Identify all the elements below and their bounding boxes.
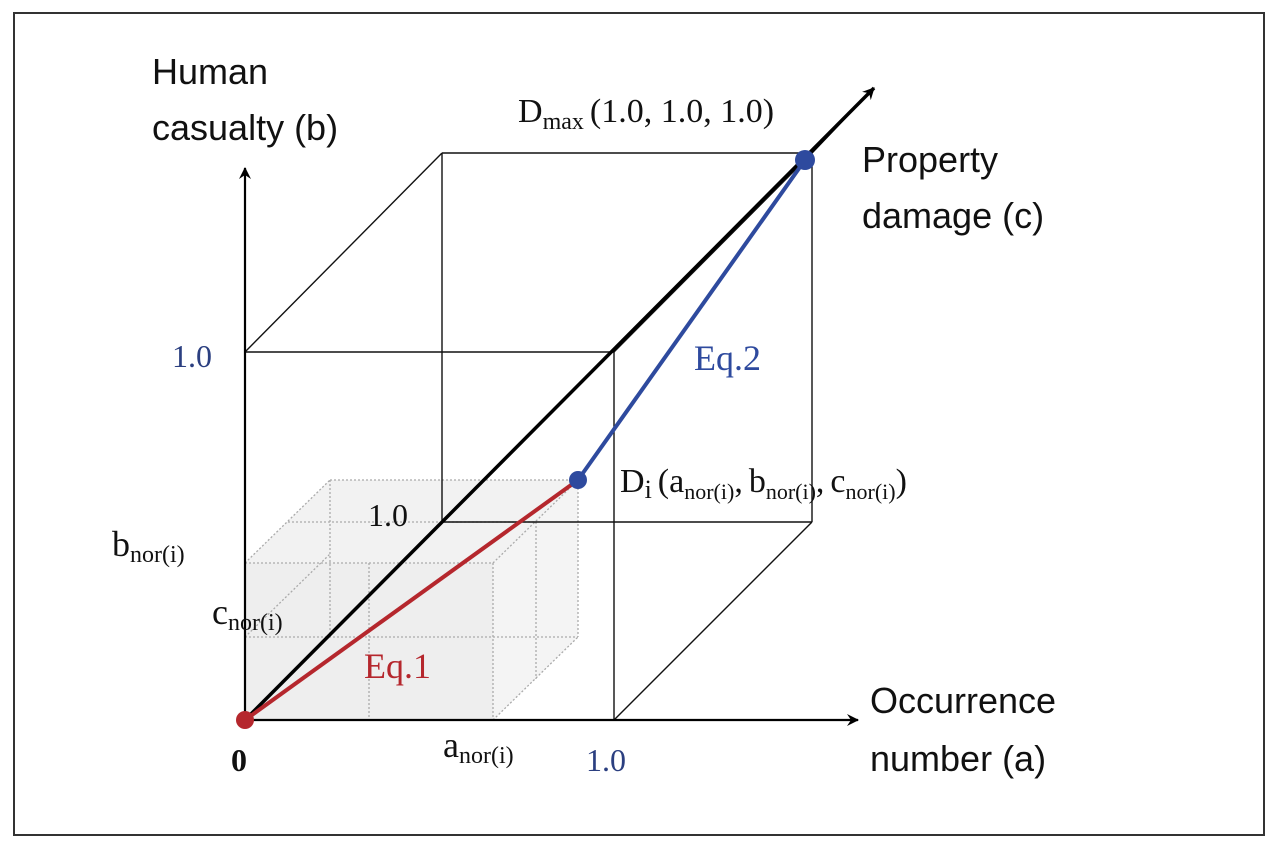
c-axis-arrow xyxy=(811,87,875,154)
eq2-line xyxy=(576,158,807,482)
a-normalized-label: anor(i) xyxy=(443,725,514,769)
a-tick-one: 1.0 xyxy=(586,742,626,778)
c-normalized-label: cnor(i) xyxy=(212,592,283,636)
origin-point xyxy=(236,711,254,729)
c-tick-one: 1.0 xyxy=(368,497,408,533)
a-axis-title-line1: Occurrence xyxy=(870,680,1056,721)
outer-frame xyxy=(13,12,1265,836)
eq2-label: Eq.2 xyxy=(694,338,761,378)
b-tick-one: 1.0 xyxy=(172,338,212,374)
a-axis-title-line2: number (a) xyxy=(870,738,1046,779)
unit-cube xyxy=(244,152,813,721)
eq1-line xyxy=(243,478,580,722)
c-axis-diagonal xyxy=(243,86,876,722)
eq1-label: Eq.1 xyxy=(364,646,431,686)
c-axis-title-line1: Property xyxy=(862,139,998,180)
c-axis-title-line2: damage (c) xyxy=(862,195,1044,236)
b-axis-title-line2: casualty (b) xyxy=(152,107,338,148)
origin-label: 0 xyxy=(231,742,247,778)
di-label: Di (anor(i), bnor(i), cnor(i)) xyxy=(620,463,907,504)
dmax-point xyxy=(795,150,815,170)
b-normalized-label: bnor(i) xyxy=(112,524,185,568)
b-axis-title-line1: Human xyxy=(152,51,268,92)
di-point xyxy=(569,471,587,489)
dmax-label: Dmax (1.0, 1.0, 1.0) xyxy=(518,93,774,135)
